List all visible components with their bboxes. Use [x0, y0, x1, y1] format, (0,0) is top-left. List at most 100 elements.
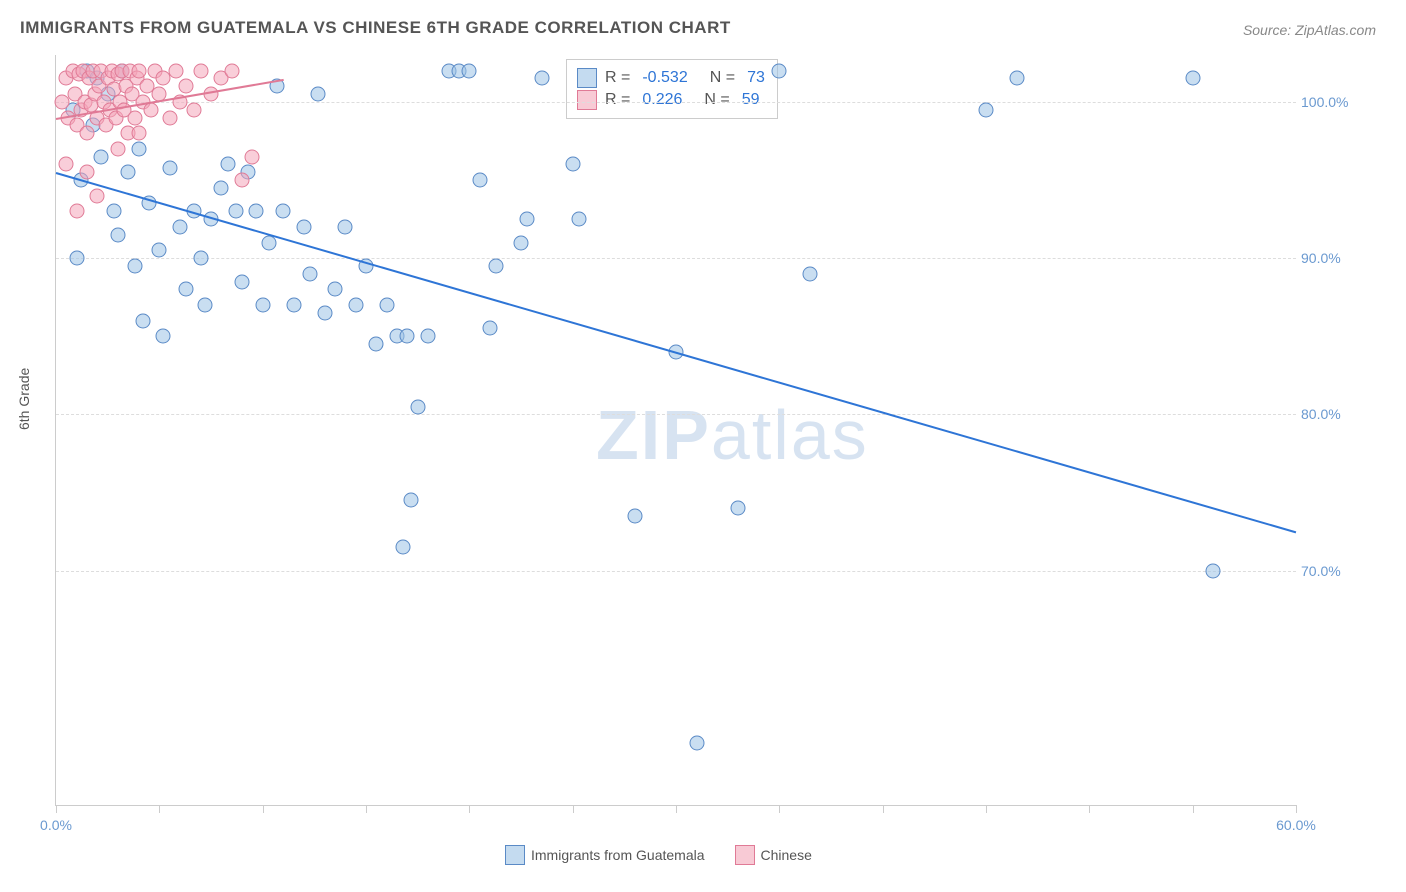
legend-row: R = -0.532N = 73 [577, 68, 765, 88]
series-legend-item: Chinese [735, 845, 812, 865]
data-point [90, 188, 105, 203]
legend-swatch [735, 845, 755, 865]
x-tick [1089, 805, 1090, 813]
data-point [80, 165, 95, 180]
data-point [369, 337, 384, 352]
watermark: ZIPatlas [596, 395, 869, 475]
x-tick [1193, 805, 1194, 813]
legend-swatch [577, 68, 597, 88]
data-point [111, 227, 126, 242]
x-tick [56, 805, 57, 813]
data-point [303, 266, 318, 281]
legend-n-value: 73 [743, 69, 765, 87]
data-point [168, 63, 183, 78]
data-point [121, 165, 136, 180]
data-point [483, 321, 498, 336]
data-point [235, 173, 250, 188]
data-point [379, 298, 394, 313]
data-point [156, 329, 171, 344]
chart-title: IMMIGRANTS FROM GUATEMALA VS CHINESE 6TH… [20, 18, 731, 38]
data-point [111, 141, 126, 156]
data-point [69, 204, 84, 219]
data-point [173, 219, 188, 234]
series-legend-item: Immigrants from Guatemala [505, 845, 705, 865]
data-point [162, 160, 177, 175]
data-point [187, 102, 202, 117]
data-point [214, 180, 229, 195]
x-tick [263, 805, 264, 813]
x-tick-label: 0.0% [40, 817, 72, 833]
data-point [803, 266, 818, 281]
x-tick [159, 805, 160, 813]
legend-swatch [505, 845, 525, 865]
series-name: Chinese [761, 847, 812, 863]
x-tick-label: 60.0% [1276, 817, 1316, 833]
data-point [152, 243, 167, 258]
data-point [193, 63, 208, 78]
data-point [297, 219, 312, 234]
data-point [311, 87, 326, 102]
data-point [255, 298, 270, 313]
data-point [565, 157, 580, 172]
data-point [979, 102, 994, 117]
x-tick [779, 805, 780, 813]
data-point [162, 110, 177, 125]
data-point [94, 149, 109, 164]
legend-swatch [577, 90, 597, 110]
data-point [135, 313, 150, 328]
data-point [520, 212, 535, 227]
data-point [404, 493, 419, 508]
data-point [69, 251, 84, 266]
data-point [131, 141, 146, 156]
data-point [220, 157, 235, 172]
data-point [772, 63, 787, 78]
gridline [56, 414, 1296, 415]
data-point [127, 110, 142, 125]
data-point [396, 540, 411, 555]
data-point [80, 126, 95, 141]
x-tick [676, 805, 677, 813]
x-tick [883, 805, 884, 813]
x-tick [986, 805, 987, 813]
x-tick [366, 805, 367, 813]
legend-n-label: N = [690, 91, 729, 109]
y-axis-label: 6th Grade [16, 368, 32, 430]
data-point [127, 258, 142, 273]
x-tick [573, 805, 574, 813]
chart-area: ZIPatlas R = -0.532N = 73R = 0.226N = 59… [55, 55, 1345, 835]
data-point [1206, 563, 1221, 578]
data-point [462, 63, 477, 78]
y-tick-label: 70.0% [1301, 563, 1351, 579]
data-point [286, 298, 301, 313]
data-point [1010, 71, 1025, 86]
source-attribution: Source: ZipAtlas.com [1243, 22, 1376, 38]
data-point [193, 251, 208, 266]
data-point [59, 157, 74, 172]
legend-r-label: R = [605, 69, 630, 87]
gridline [56, 102, 1296, 103]
legend-n-value: 59 [738, 91, 760, 109]
data-point [328, 282, 343, 297]
series-name: Immigrants from Guatemala [531, 847, 705, 863]
data-point [197, 298, 212, 313]
data-point [627, 508, 642, 523]
data-point [472, 173, 487, 188]
data-point [410, 399, 425, 414]
trend-line [56, 172, 1297, 533]
data-point [400, 329, 415, 344]
x-tick [469, 805, 470, 813]
gridline [56, 571, 1296, 572]
legend-n-label: N = [696, 69, 735, 87]
data-point [317, 305, 332, 320]
data-point [131, 126, 146, 141]
data-point [489, 258, 504, 273]
data-point [276, 204, 291, 219]
data-point [249, 204, 264, 219]
data-point [731, 501, 746, 516]
data-point [421, 329, 436, 344]
series-legend: Immigrants from Guatemala Chinese [505, 845, 812, 865]
data-point [338, 219, 353, 234]
data-point [224, 63, 239, 78]
legend-r-label: R = [605, 91, 630, 109]
y-tick-label: 90.0% [1301, 250, 1351, 266]
